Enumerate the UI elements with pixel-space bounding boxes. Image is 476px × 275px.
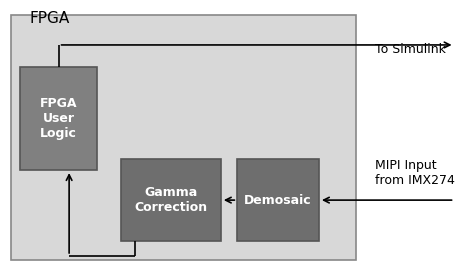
Text: MIPI Input
from IMX274: MIPI Input from IMX274 (375, 159, 455, 187)
Text: Demosaic: Demosaic (244, 194, 312, 207)
Text: To Simulink: To Simulink (375, 43, 446, 56)
Text: FPGA
User
Logic: FPGA User Logic (40, 97, 78, 140)
Bar (11, 15, 357, 260)
Bar (20, 67, 97, 170)
Text: Gamma
Correction: Gamma Correction (134, 186, 207, 214)
Text: FPGA: FPGA (30, 11, 69, 26)
Bar (238, 159, 319, 241)
Bar (120, 159, 221, 241)
